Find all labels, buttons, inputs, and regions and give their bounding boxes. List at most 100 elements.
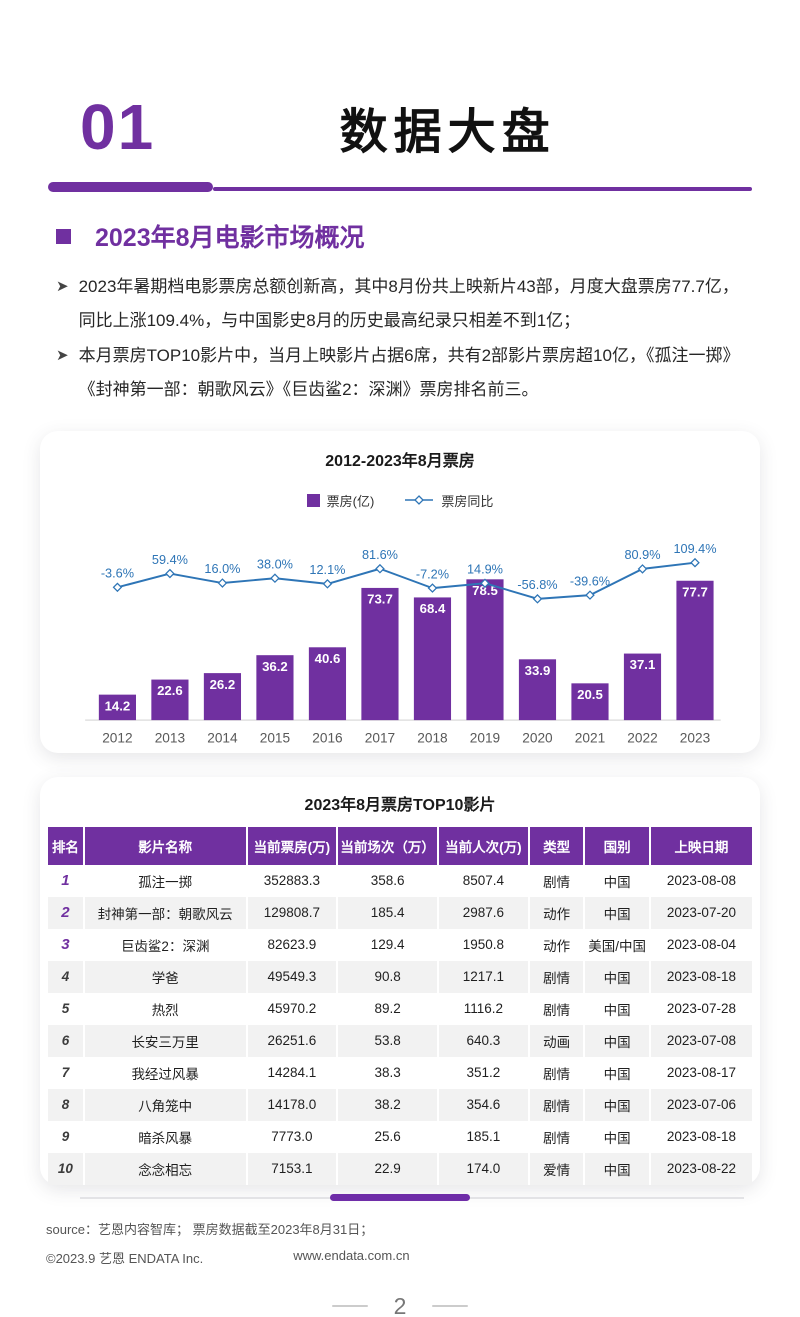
table-cell: 中国 — [583, 1056, 650, 1089]
table-cell: 129.4 — [336, 928, 438, 961]
table-title: 2023年8月票房TOP10影片 — [304, 796, 496, 814]
page-header: 01 数据大盘 — [0, 0, 800, 162]
x-axis-label: 2022 — [627, 730, 657, 745]
website: www.endata.com.cn — [293, 1247, 410, 1263]
col-header: 当前人次(万) — [436, 826, 529, 865]
rank-cell: 3 — [61, 936, 70, 954]
top10-table: 排名 影片名称 当前票房(万) 当前场次（万） 当前人次(万) 类型 国别 上映… — [48, 826, 752, 1185]
x-axis-label: 2017 — [365, 730, 395, 745]
line-pct-label: 109.4% — [673, 541, 716, 556]
source-note: source：艺恩内容智库； 票房数据截至2023年8月31日； — [46, 1221, 374, 1237]
divider-thick-segment — [48, 182, 213, 192]
col-header: 上映日期 — [648, 826, 752, 865]
rank-cell: 1 — [61, 872, 70, 890]
line-point — [585, 589, 595, 600]
table-cell: 2023-08-17 — [648, 1056, 752, 1089]
bar-value-label: 33.9 — [525, 663, 551, 678]
bar-value-label: 78.5 — [472, 583, 498, 598]
line-pct-label: 16.0% — [204, 561, 240, 576]
table-cell: 热烈 — [82, 992, 247, 1025]
line-point — [690, 557, 700, 568]
page-number: 2 — [393, 1292, 407, 1317]
line-point — [322, 578, 333, 589]
table-cell: 354.6 — [436, 1088, 529, 1121]
table-row: 10 念念相忘 7153.1 22.9 174.0 爱情 中国 2023-08-22 — [48, 1152, 752, 1185]
bar — [203, 672, 242, 720]
table-cell: 2023-08-04 — [648, 928, 752, 961]
table-cell: 53.8 — [336, 1024, 438, 1057]
page-number-dash — [331, 1305, 368, 1308]
table-cell: 2023-07-20 — [648, 896, 752, 929]
boxoffice-chart: 14.2 2012 22.6 2013 26.2 2014 36.2 2015 40.6 2016… — [85, 541, 721, 745]
page-number-row: 2 — [0, 1293, 800, 1317]
bar-value-label: 20.5 — [577, 687, 603, 702]
table-cell: 82623.9 — [245, 928, 338, 961]
chart-legend: 票房(亿) 票房同比 — [48, 491, 752, 510]
table-cell: 中国 — [583, 960, 650, 993]
table-row: 4 学爸 49549.3 90.8 1217.1 剧情 中国 2023-08-18 — [48, 960, 752, 993]
table-cell: 剧情 — [527, 864, 585, 897]
table-row: 7 我经过风暴 14284.1 38.3 351.2 剧情 中国 2023-08-17 — [48, 1056, 752, 1089]
table-cell: 2023-08-18 — [648, 1120, 752, 1153]
line-point — [375, 563, 385, 574]
table-cell: 185.4 — [336, 896, 438, 929]
bar — [623, 653, 662, 720]
bar — [98, 694, 136, 720]
table-cell: 中国 — [583, 1152, 650, 1185]
rank-cell: 6 — [61, 1033, 70, 1049]
x-axis-label: 2018 — [417, 730, 448, 745]
bar — [151, 679, 189, 720]
line-pct-label: 12.1% — [309, 562, 345, 577]
section-bullet-square — [56, 228, 71, 244]
summary-bullets: ➤ 2023年暑期档电影票房总额创新高，其中8月份共上映新片43部，月度大盘票房… — [56, 270, 748, 407]
x-axis-label: 2013 — [155, 730, 185, 745]
line-point — [270, 573, 280, 583]
table-cell: 7153.1 — [245, 1152, 338, 1185]
table-cell: 22.9 — [336, 1152, 438, 1185]
rank-cell: 8 — [61, 1097, 70, 1113]
table-cell: 孤注一掷 — [82, 864, 247, 897]
table-cell: 351.2 — [436, 1056, 529, 1089]
line-point — [217, 577, 228, 588]
table-row: 2 封神第一部：朝歌风云 129808.7 185.4 2987.6 动作 中国 2023-0… — [48, 896, 752, 929]
table-cell: 7773.0 — [245, 1120, 338, 1153]
table-cell: 中国 — [583, 992, 650, 1025]
rank-cell: 10 — [57, 1161, 73, 1177]
table-cell: 中国 — [583, 1088, 650, 1121]
rank-cell: 7 — [61, 1065, 70, 1081]
table-header-row: 排名 影片名称 当前票房(万) 当前场次（万） 当前人次(万) 类型 国别 上映… — [48, 826, 752, 865]
table-cell: 动作 — [527, 928, 585, 961]
line-swatch-icon — [405, 495, 434, 506]
table-cell: 动作 — [527, 896, 585, 929]
table-cell: 中国 — [583, 896, 650, 929]
x-axis-label: 2019 — [470, 730, 500, 745]
line-point — [112, 582, 123, 592]
table-cell: 剧情 — [527, 1088, 585, 1121]
bar-value-label: 73.7 — [367, 591, 393, 606]
boxoffice-chart-card: 2012-2023年8月票房 票房(亿) 票房同比 14.2 2012 22.6 20… — [40, 430, 760, 753]
x-axis-label: 2014 — [207, 730, 238, 745]
table-cell: 358.6 — [336, 864, 438, 897]
table-cell: 念念相忘 — [82, 1152, 247, 1185]
col-header: 当前场次（万） — [336, 826, 438, 865]
divider-thin-segment — [213, 187, 752, 191]
bar-value-label: 22.6 — [157, 683, 183, 698]
table-cell: 2023-08-18 — [648, 960, 752, 993]
table-cell: 中国 — [583, 1120, 650, 1153]
table-cell: 2023-08-08 — [648, 864, 752, 897]
x-axis-label: 2023 — [680, 730, 710, 745]
table-cell: 1116.2 — [436, 992, 529, 1025]
table-row: 5 热烈 45970.2 89.2 1116.2 剧情 中国 2023-07-28 — [48, 992, 752, 1025]
table-cell: 八角笼中 — [82, 1088, 247, 1121]
x-axis-label: 2021 — [575, 730, 605, 745]
section-heading: 2023年8月电影市场概况 — [95, 224, 365, 252]
section-number: 01 — [80, 91, 156, 163]
bar — [308, 646, 347, 720]
bar — [413, 597, 452, 720]
arrow-bullet-icon: ➤ — [56, 347, 69, 365]
table-cell: 中国 — [583, 864, 650, 897]
table-cell: 剧情 — [527, 992, 585, 1025]
bar-value-label: 77.7 — [682, 584, 708, 599]
x-axis-label: 2015 — [260, 730, 291, 745]
table-cell: 2023-08-22 — [648, 1152, 752, 1185]
